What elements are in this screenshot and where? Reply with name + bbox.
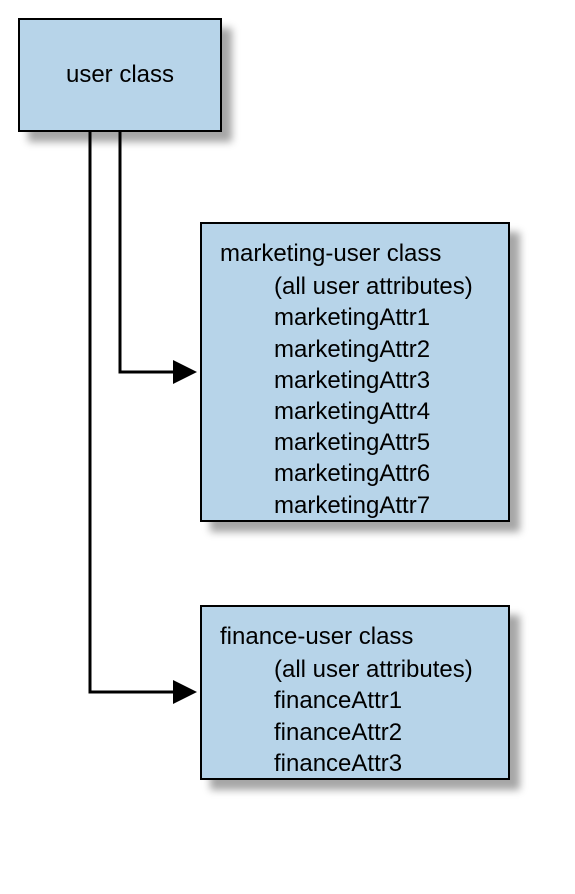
node-finance-user-class: finance-user class (all user attributes)… [200, 605, 510, 780]
attribute-item: marketingAttr1 [220, 302, 490, 333]
attribute-list: (all user attributes)marketingAttr1marke… [220, 271, 490, 521]
diagram-canvas: user class marketing-user class (all use… [0, 0, 575, 894]
attribute-item: financeAttr1 [220, 685, 490, 716]
attribute-item: marketingAttr2 [220, 334, 490, 365]
node-title: finance-user class [220, 621, 490, 652]
edge-root-to-finance [90, 132, 194, 692]
node-box: marketing-user class (all user attribute… [200, 222, 510, 522]
node-box: finance-user class (all user attributes)… [200, 605, 510, 780]
attribute-item: marketingAttr5 [220, 427, 490, 458]
node-box: user class [18, 18, 222, 132]
node-user-class: user class [18, 18, 222, 132]
attribute-item: (all user attributes) [220, 271, 490, 302]
attribute-item: financeAttr2 [220, 717, 490, 748]
attribute-list: (all user attributes)financeAttr1finance… [220, 654, 490, 779]
node-title: marketing-user class [220, 238, 490, 269]
node-marketing-user-class: marketing-user class (all user attribute… [200, 222, 510, 522]
attribute-item: financeAttr3 [220, 748, 490, 779]
attribute-item: marketingAttr3 [220, 365, 490, 396]
attribute-item: marketingAttr7 [220, 490, 490, 521]
node-title: user class [66, 59, 174, 90]
attribute-item: (all user attributes) [220, 654, 490, 685]
edge-root-to-marketing [120, 132, 194, 372]
attribute-item: marketingAttr6 [220, 458, 490, 489]
attribute-item: marketingAttr4 [220, 396, 490, 427]
